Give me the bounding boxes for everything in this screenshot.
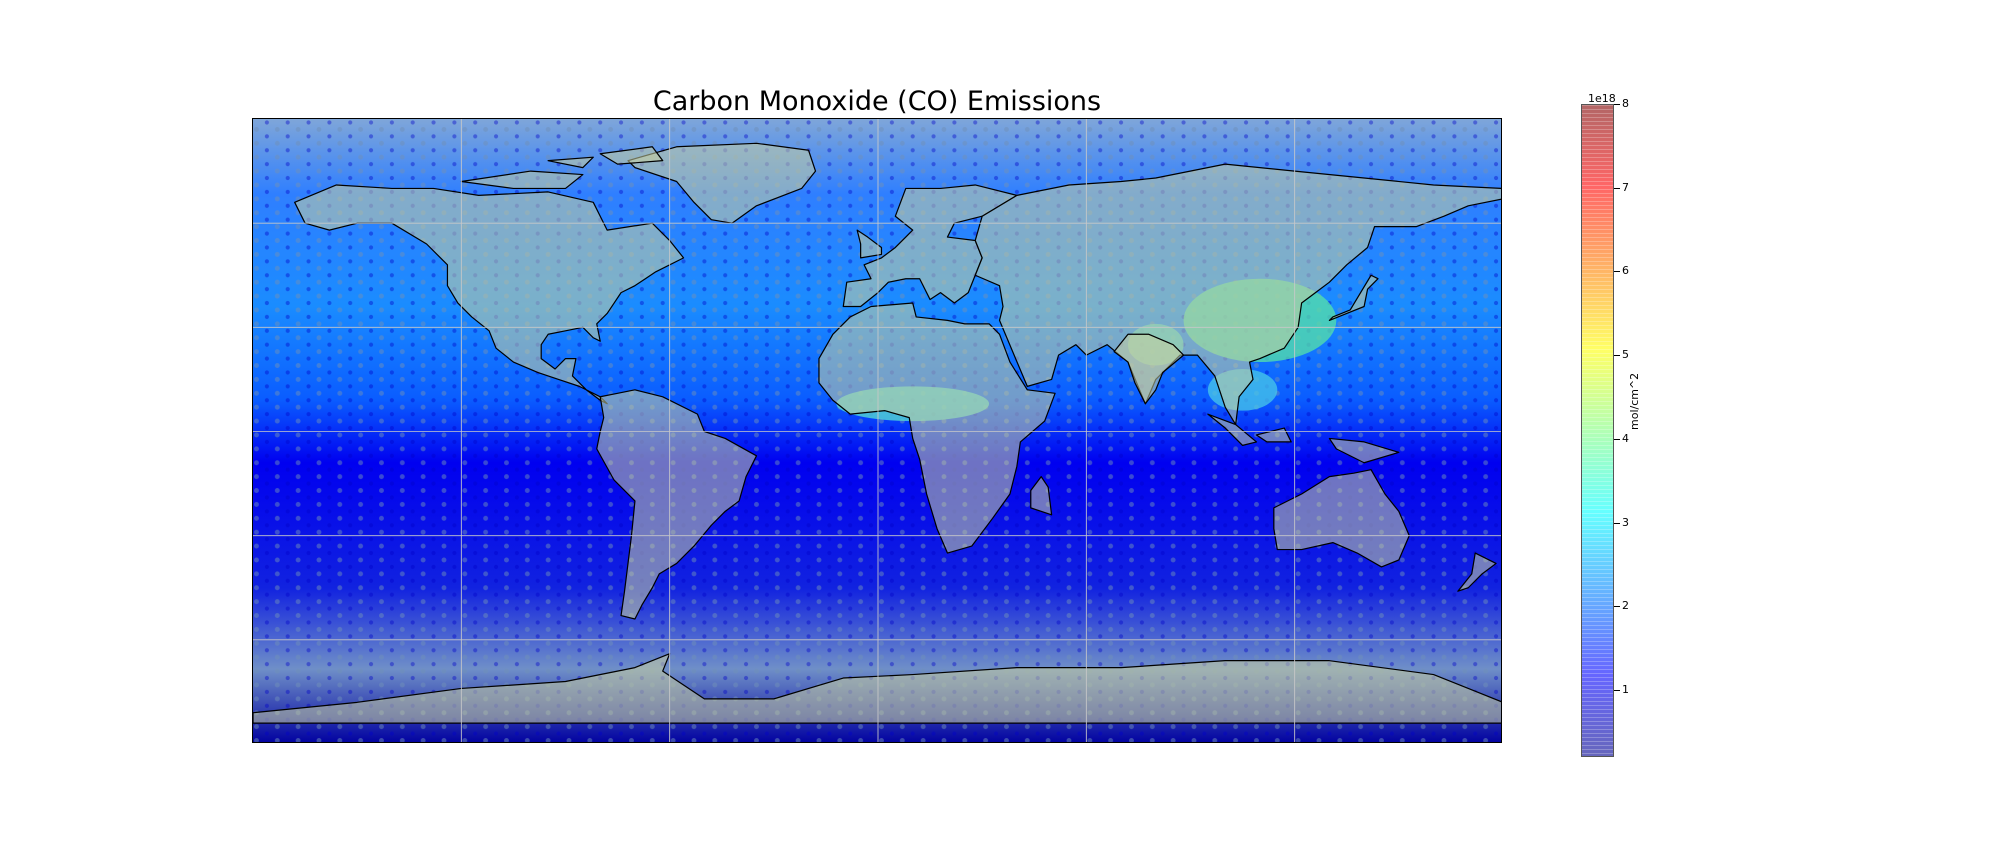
colorbar-tick — [1614, 187, 1620, 189]
greenland — [627, 142, 817, 224]
colorbar-gradient — [1582, 105, 1613, 756]
colorbar-tick — [1614, 355, 1620, 357]
colorbar-tick — [1614, 606, 1620, 608]
australia — [1273, 469, 1410, 568]
uk — [856, 229, 883, 259]
colorbar-tick-label: 8 — [1622, 97, 1629, 110]
colorbar-exponent-label: 1e18 — [1588, 92, 1616, 105]
colorbar-tick — [1614, 271, 1620, 273]
continents — [253, 142, 1501, 724]
antarctica — [253, 653, 1501, 724]
colorbar-tick-label: 1 — [1622, 683, 1629, 697]
india — [1113, 333, 1185, 405]
japan — [1328, 274, 1379, 321]
south-america — [596, 389, 758, 620]
colorbar-tick-label: 5 — [1622, 348, 1629, 362]
colorbar-tick-label: 4 — [1622, 431, 1629, 445]
north-america — [294, 184, 685, 405]
colorbar-tick-label: 2 — [1622, 599, 1629, 613]
colorbar — [1581, 104, 1614, 757]
gridlines — [253, 119, 1501, 742]
arctic-islands — [460, 146, 664, 190]
map-title: Carbon Monoxide (CO) Emissions — [652, 86, 1102, 117]
madagascar — [1030, 476, 1053, 516]
colorbar-tick — [1614, 104, 1620, 105]
colorbar-tick — [1614, 690, 1620, 692]
colorbar-tick-label: 7 — [1622, 180, 1629, 194]
map-frame[interactable] — [252, 118, 1502, 743]
colorbar-tick — [1614, 438, 1620, 440]
new-zealand — [1457, 552, 1497, 592]
world-map[interactable] — [253, 119, 1502, 743]
colorbar-tick-label: 3 — [1622, 515, 1629, 529]
colorbar-units-label: mol/cm^2 — [1628, 372, 1641, 430]
colorbar-lines — [1582, 105, 1613, 756]
colorbar-tick-label: 6 — [1622, 264, 1629, 278]
colorbar-tick — [1614, 522, 1620, 524]
indonesia — [1207, 413, 1400, 464]
